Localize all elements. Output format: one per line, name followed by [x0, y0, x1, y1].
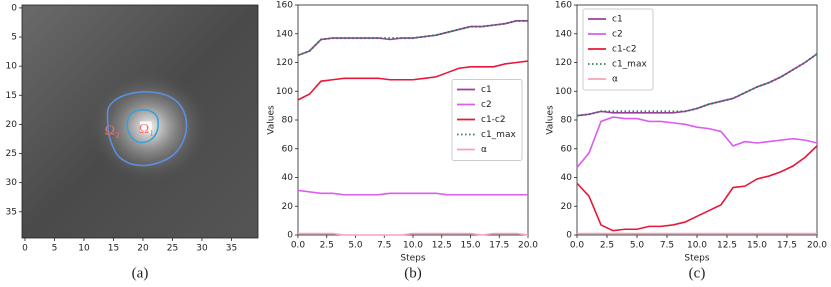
- y-tick-label: 0: [11, 3, 17, 13]
- plot-frame: [21, 4, 259, 239]
- legend-label: c1: [612, 15, 623, 25]
- series-line: [297, 19, 528, 57]
- y-tick-label: 20: [561, 202, 573, 212]
- y-tick-label: 10: [6, 62, 18, 72]
- y-tick-label: 100: [276, 87, 293, 97]
- x-axis-label: Steps: [684, 254, 709, 264]
- y-tick-label: 100: [555, 87, 572, 97]
- y-tick-label: 5: [11, 33, 17, 43]
- legend-label: α: [612, 75, 618, 85]
- caption: (b): [404, 265, 422, 281]
- x-tick-label: 5: [52, 244, 58, 254]
- y-tick-label: 20: [6, 120, 18, 130]
- y-tick-label: 160: [555, 1, 572, 11]
- y-tick-label: 140: [276, 29, 293, 39]
- legend-label: α: [481, 145, 487, 155]
- legend-label: c1: [481, 85, 492, 95]
- x-tick-label: 7.5: [377, 241, 391, 251]
- x-tick-label: 30: [196, 244, 208, 254]
- x-tick-label: 20: [137, 244, 149, 254]
- x-tick-label: 17.5: [489, 241, 509, 251]
- annotation: Ω₁: [139, 122, 154, 137]
- x-tick-label: 35: [226, 244, 237, 254]
- y-tick-label: 60: [561, 144, 573, 154]
- caption: (c): [689, 265, 706, 281]
- x-tick-label: 20.0: [807, 241, 827, 251]
- y-tick-label: 120: [276, 58, 293, 68]
- caption: (a): [132, 265, 149, 281]
- series-line: [576, 116, 818, 168]
- x-tick-label: 2.5: [320, 241, 334, 251]
- y-tick-label: 40: [282, 173, 294, 183]
- y-tick-label: 0: [566, 231, 572, 241]
- series-line: [297, 189, 528, 196]
- series-line: [298, 232, 529, 236]
- series-line: [576, 145, 818, 232]
- series-line: [576, 53, 818, 117]
- x-tick-label: 15: [108, 244, 119, 254]
- y-tick-label: 40: [561, 173, 573, 183]
- legend-label: c1-c2: [481, 115, 506, 125]
- y-tick-label: 160: [276, 1, 293, 11]
- y-tick-label: 80: [561, 116, 573, 126]
- x-tick-label: 12.5: [717, 241, 737, 251]
- x-tick-label: 5.0: [630, 241, 645, 251]
- y-tick-label: 80: [282, 116, 294, 126]
- x-tick-label: 12.5: [432, 241, 452, 251]
- x-tick-label: 10.0: [687, 241, 707, 251]
- contour-outer: [106, 91, 188, 167]
- y-tick-label: 140: [555, 29, 572, 39]
- x-tick-label: 20.0: [518, 241, 538, 251]
- x-tick-label: 10: [78, 244, 90, 254]
- series-line: [297, 60, 529, 101]
- y-axis-label: Values: [267, 105, 277, 135]
- x-tick-label: 7.5: [660, 241, 674, 251]
- y-tick-label: 20: [282, 202, 294, 212]
- x-tick-label: 15.0: [747, 241, 767, 251]
- y-tick-label: 15: [6, 91, 17, 101]
- y-tick-label: 30: [6, 178, 18, 188]
- legend-label: c2: [612, 30, 623, 40]
- x-tick-label: 2.5: [600, 241, 614, 251]
- legend: [451, 79, 523, 161]
- legend-label: c1_max: [481, 130, 516, 140]
- x-tick-label: 15.0: [460, 241, 480, 251]
- y-tick-label: 0: [287, 231, 293, 241]
- legend: [582, 8, 654, 91]
- annotation: Ω₂: [105, 124, 120, 139]
- image-pixel: [140, 121, 152, 134]
- y-axis-label: Values: [546, 105, 556, 135]
- y-tick-label: 120: [555, 58, 572, 68]
- x-tick-label: 5.0: [348, 241, 363, 251]
- y-tick-label: 60: [282, 144, 294, 154]
- x-axis-label: Steps: [400, 254, 425, 264]
- legend-label: c1_max: [612, 60, 647, 70]
- x-tick-label: 0.0: [570, 241, 585, 251]
- x-tick-label: 17.5: [777, 241, 797, 251]
- legend-label: c2: [481, 100, 492, 110]
- x-tick-label: 0.0: [291, 241, 306, 251]
- x-tick-label: 25: [167, 244, 178, 254]
- y-tick-label: 25: [6, 149, 17, 159]
- y-tick-label: 35: [6, 207, 17, 217]
- x-tick-label: 0: [22, 244, 28, 254]
- legend-label: c1-c2: [612, 45, 637, 55]
- x-tick-label: 10.0: [403, 241, 423, 251]
- contour-inner: [126, 109, 159, 144]
